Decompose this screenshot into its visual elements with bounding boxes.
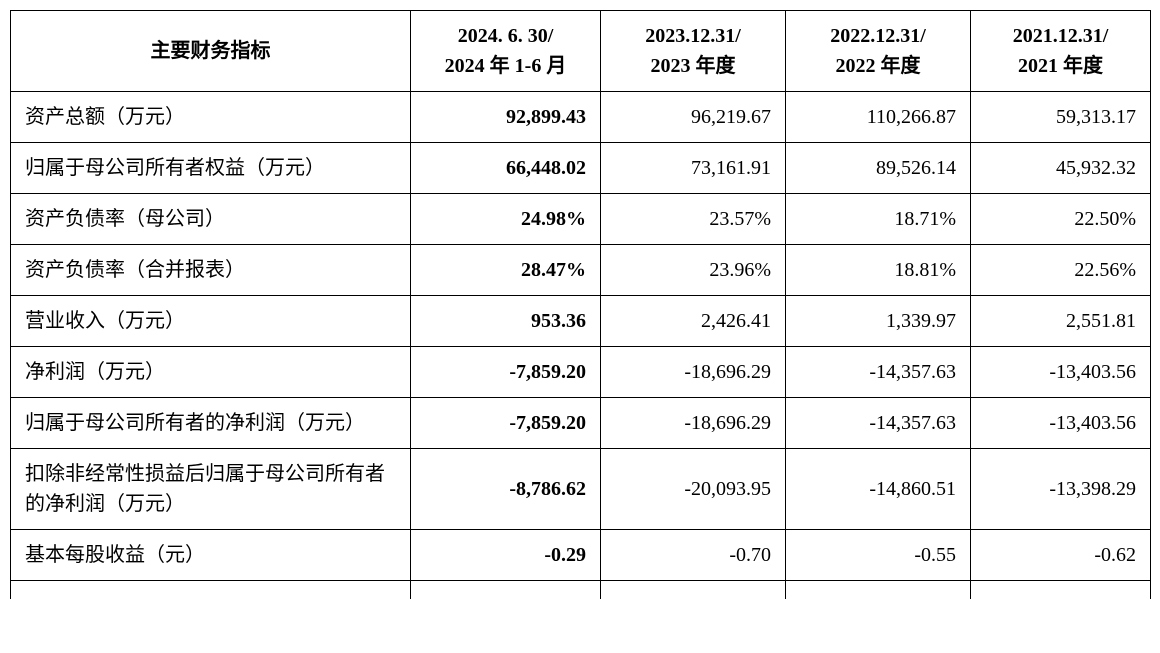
row-label: 资产负债率（母公司） xyxy=(11,194,411,245)
cell: -20,093.95 xyxy=(601,449,786,530)
header-col3: 2022.12.31/ 2022 年度 xyxy=(786,11,971,92)
cell: -13,403.56 xyxy=(971,398,1151,449)
table-row: 归属于母公司所有者权益（万元） 66,448.02 73,161.91 89,5… xyxy=(11,143,1151,194)
header-col2-l2: 2023 年度 xyxy=(651,55,736,77)
cell: -0.70 xyxy=(601,530,786,581)
cell: -0.62 xyxy=(971,530,1151,581)
row-label: 资产负债率（合并报表） xyxy=(11,245,411,296)
cell: -8,786.62 xyxy=(411,449,601,530)
header-col2-l1: 2023.12.31/ xyxy=(645,25,741,47)
header-col2: 2023.12.31/ 2023 年度 xyxy=(601,11,786,92)
cell: 110,266.87 xyxy=(786,92,971,143)
cell: 66,448.02 xyxy=(411,143,601,194)
cell: 18.81% xyxy=(786,245,971,296)
header-col3-l1: 2022.12.31/ xyxy=(830,25,926,47)
header-col4: 2021.12.31/ 2021 年度 xyxy=(971,11,1151,92)
cell: 22.56% xyxy=(971,245,1151,296)
cell: -18,696.29 xyxy=(601,347,786,398)
row-label: 营业收入（万元） xyxy=(11,296,411,347)
header-col1-l1: 2024. 6. 30/ xyxy=(458,25,554,47)
cell: -7,859.20 xyxy=(411,347,601,398)
table-row: 资产总额（万元） 92,899.43 96,219.67 110,266.87 … xyxy=(11,92,1151,143)
table-row: 净利润（万元） -7,859.20 -18,696.29 -14,357.63 … xyxy=(11,347,1151,398)
table-row-partial xyxy=(11,581,1151,600)
cell: -14,357.63 xyxy=(786,398,971,449)
cell: 953.36 xyxy=(411,296,601,347)
cell: 2,551.81 xyxy=(971,296,1151,347)
cell: 23.57% xyxy=(601,194,786,245)
cell: 92,899.43 xyxy=(411,92,601,143)
header-col3-l2: 2022 年度 xyxy=(836,55,921,77)
cell: -0.29 xyxy=(411,530,601,581)
header-col4-l2: 2021 年度 xyxy=(1018,55,1103,77)
cell: 89,526.14 xyxy=(786,143,971,194)
cell: 18.71% xyxy=(786,194,971,245)
table-row: 资产负债率（母公司） 24.98% 23.57% 18.71% 22.50% xyxy=(11,194,1151,245)
cell: -14,357.63 xyxy=(786,347,971,398)
cell: 45,932.32 xyxy=(971,143,1151,194)
table-row: 扣除非经常性损益后归属于母公司所有者的净利润（万元） -8,786.62 -20… xyxy=(11,449,1151,530)
cell: -18,696.29 xyxy=(601,398,786,449)
row-label: 净利润（万元） xyxy=(11,347,411,398)
row-label: 扣除非经常性损益后归属于母公司所有者的净利润（万元） xyxy=(11,449,411,530)
row-label: 归属于母公司所有者权益（万元） xyxy=(11,143,411,194)
cell: -0.55 xyxy=(786,530,971,581)
header-col1: 2024. 6. 30/ 2024 年 1-6 月 xyxy=(411,11,601,92)
financial-table: 主要财务指标 2024. 6. 30/ 2024 年 1-6 月 2023.12… xyxy=(10,10,1151,599)
cell: 23.96% xyxy=(601,245,786,296)
table-body: 资产总额（万元） 92,899.43 96,219.67 110,266.87 … xyxy=(11,92,1151,600)
row-label xyxy=(11,581,411,600)
header-row: 主要财务指标 2024. 6. 30/ 2024 年 1-6 月 2023.12… xyxy=(11,11,1151,92)
cell: -13,398.29 xyxy=(971,449,1151,530)
cell: 59,313.17 xyxy=(971,92,1151,143)
cell: -13,403.56 xyxy=(971,347,1151,398)
cell xyxy=(971,581,1151,600)
header-indicator: 主要财务指标 xyxy=(11,11,411,92)
cell: -14,860.51 xyxy=(786,449,971,530)
cell: 2,426.41 xyxy=(601,296,786,347)
header-col4-l1: 2021.12.31/ xyxy=(1013,25,1109,47)
cell: 28.47% xyxy=(411,245,601,296)
cell xyxy=(411,581,601,600)
cell: 22.50% xyxy=(971,194,1151,245)
table-row: 营业收入（万元） 953.36 2,426.41 1,339.97 2,551.… xyxy=(11,296,1151,347)
row-label: 资产总额（万元） xyxy=(11,92,411,143)
cell xyxy=(601,581,786,600)
header-col1-l2: 2024 年 1-6 月 xyxy=(445,55,567,77)
row-label: 归属于母公司所有者的净利润（万元） xyxy=(11,398,411,449)
table-row: 基本每股收益（元） -0.29 -0.70 -0.55 -0.62 xyxy=(11,530,1151,581)
cell: 1,339.97 xyxy=(786,296,971,347)
table-row: 资产负债率（合并报表） 28.47% 23.96% 18.81% 22.56% xyxy=(11,245,1151,296)
table-row: 归属于母公司所有者的净利润（万元） -7,859.20 -18,696.29 -… xyxy=(11,398,1151,449)
cell: -7,859.20 xyxy=(411,398,601,449)
cell xyxy=(786,581,971,600)
row-label: 基本每股收益（元） xyxy=(11,530,411,581)
cell: 73,161.91 xyxy=(601,143,786,194)
cell: 24.98% xyxy=(411,194,601,245)
cell: 96,219.67 xyxy=(601,92,786,143)
